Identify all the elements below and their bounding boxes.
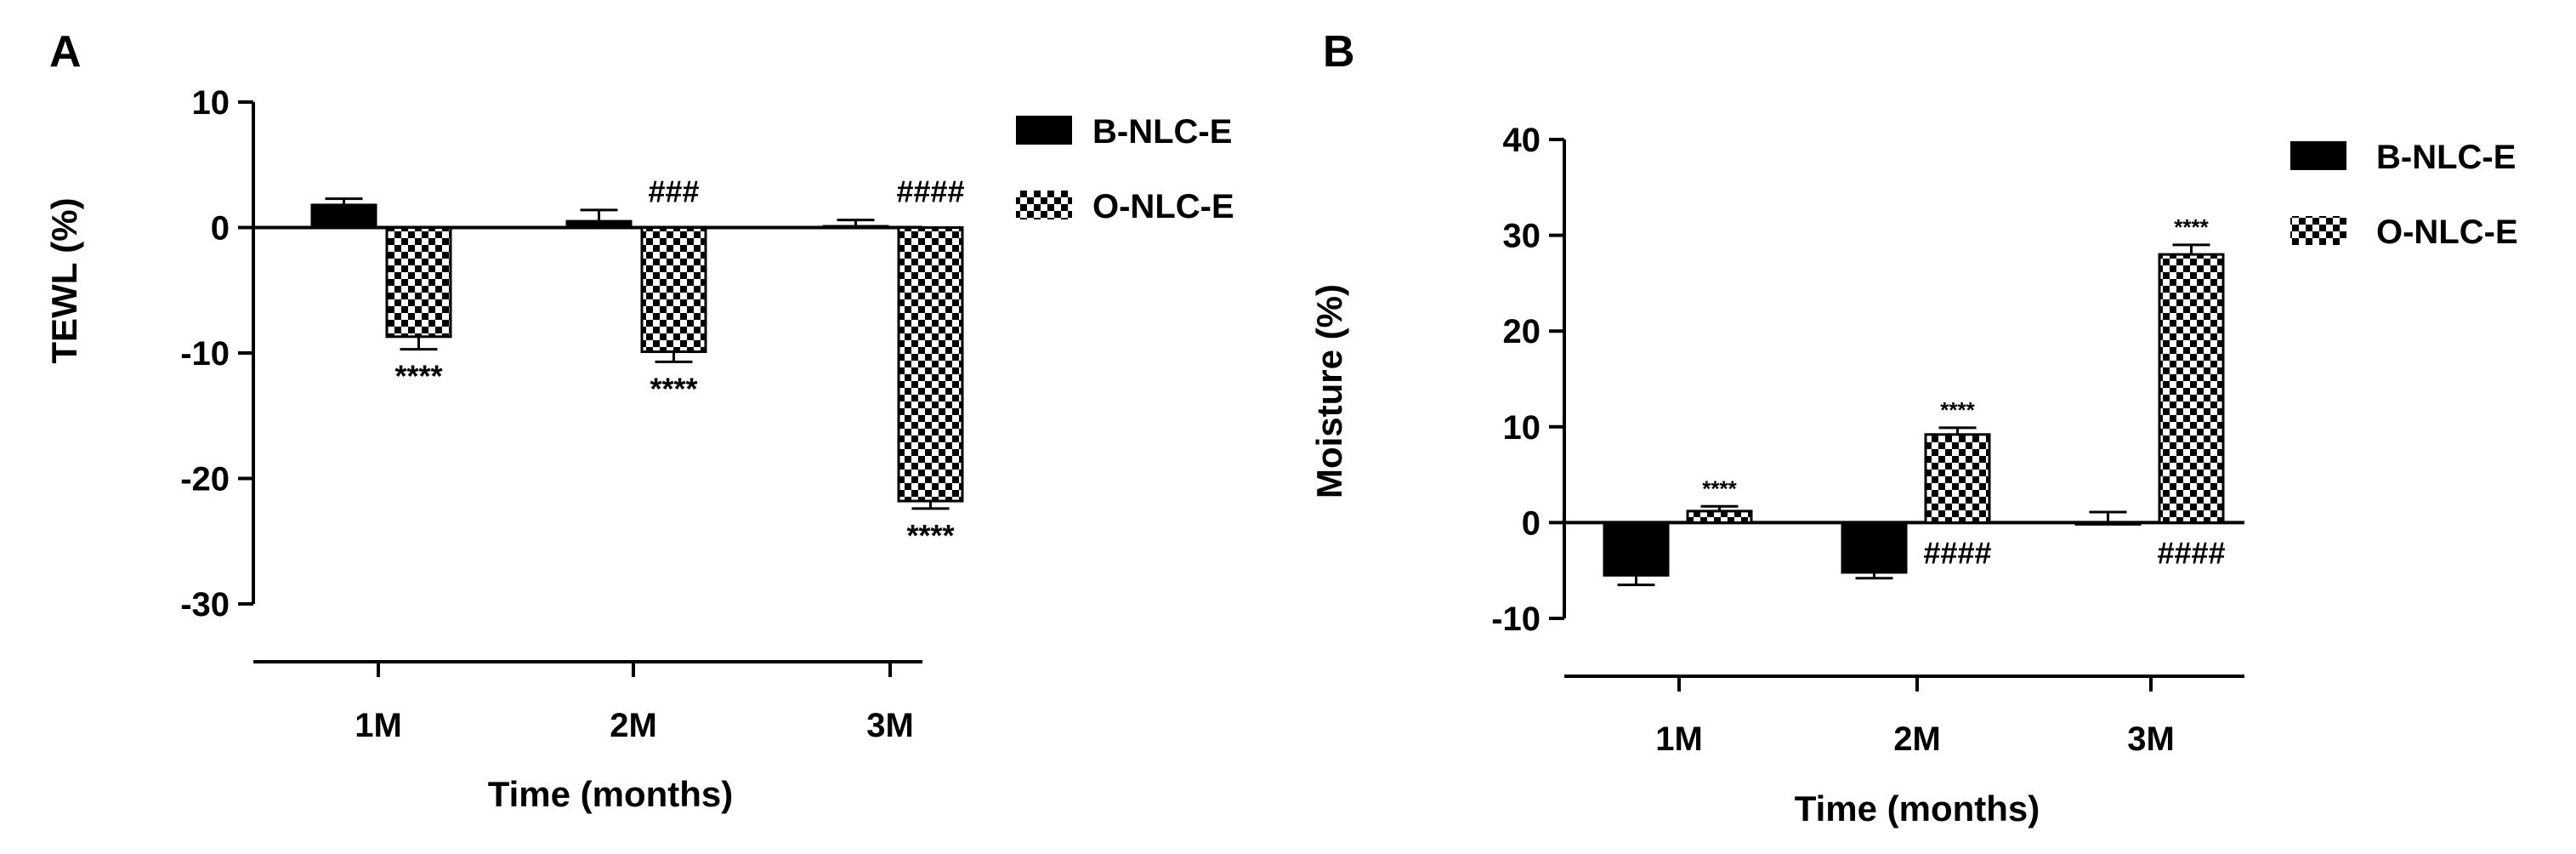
y-tick-label: -20 bbox=[180, 461, 230, 498]
legend-label-b-o-nlc-e: O-NLC-E bbox=[2376, 214, 2518, 251]
panel-letter-b: B bbox=[1323, 27, 1355, 77]
bar bbox=[640, 226, 707, 354]
x-tick-label: 3M bbox=[866, 707, 914, 744]
bar bbox=[2158, 253, 2225, 524]
bar bbox=[897, 226, 964, 503]
legend-label-o-nlc-e: O-NLC-E bbox=[1092, 188, 1234, 225]
x-tick-label: 1M bbox=[1655, 720, 1703, 758]
bar bbox=[310, 203, 377, 229]
significance-stars: **** bbox=[2174, 214, 2209, 240]
y-tick-label: -10 bbox=[180, 335, 230, 373]
legend-label-b-nlc-e: B-NLC-E bbox=[1092, 113, 1232, 151]
significance-hashes: #### bbox=[2157, 535, 2225, 570]
significance-stars: **** bbox=[650, 371, 697, 406]
y-tick-label: 30 bbox=[1503, 218, 1541, 255]
y-tick-label: -10 bbox=[1491, 601, 1540, 638]
significance-stars: **** bbox=[1940, 397, 1975, 423]
x-tick-label: 3M bbox=[2127, 720, 2175, 758]
y-axis-title-a: TEWL (%) bbox=[44, 197, 84, 363]
bar bbox=[1841, 521, 1908, 574]
x-tick-label: 1M bbox=[355, 707, 402, 744]
legend-swatch-b-nlc-e bbox=[1016, 116, 1072, 145]
significance-hashes: #### bbox=[896, 174, 964, 209]
legend-label-b-nlc-e: B-NLC-E bbox=[2376, 139, 2516, 176]
bar bbox=[822, 225, 889, 230]
significance-stars: **** bbox=[1702, 475, 1737, 501]
panel-b: B -10 0 10 20 30 40 1M 2M 3M **** **** **** #### ####… bbox=[1309, 27, 2518, 828]
legend-swatch-o-nlc-e bbox=[2290, 216, 2346, 245]
y-tick-label: 0 bbox=[1522, 504, 1540, 542]
significance-stars: **** bbox=[906, 518, 954, 553]
bar bbox=[385, 226, 452, 339]
y-tick-label: 40 bbox=[1503, 122, 1541, 159]
bar bbox=[565, 219, 633, 229]
y-tick-label: 10 bbox=[1503, 409, 1541, 447]
panel-letter-a: A bbox=[49, 27, 82, 77]
legend-swatch-o-nlc-e bbox=[1016, 191, 1072, 219]
y-tick-label: 10 bbox=[192, 84, 230, 122]
x-tick-label: 2M bbox=[1893, 720, 1941, 758]
y-tick-label: 20 bbox=[1503, 313, 1541, 350]
x-tick-label: 2M bbox=[610, 707, 657, 744]
y-tick-label: 0 bbox=[211, 210, 230, 248]
y-tick-label: -30 bbox=[180, 586, 230, 623]
bar bbox=[1603, 521, 1670, 577]
legend-a: B-NLC-E O-NLC-E bbox=[1016, 113, 1234, 225]
x-axis-title-a: Time (months) bbox=[488, 774, 734, 814]
panel-b-plot: -10 0 10 20 30 40 1M 2M 3M **** **** **** #### #### bbox=[1491, 122, 2244, 758]
legend-b: B-NLC-E O-NLC-E bbox=[2290, 139, 2518, 251]
y-axis-title-b: Moisture (%) bbox=[1309, 284, 1349, 498]
bar bbox=[2074, 521, 2142, 526]
legend-swatch-b-nlc-e bbox=[2290, 141, 2346, 170]
significance-hashes: #### bbox=[1923, 535, 1991, 570]
significance-stars: **** bbox=[394, 359, 442, 394]
bar bbox=[1924, 433, 1991, 524]
x-axis-title-b: Time (months) bbox=[1795, 789, 2040, 828]
bar bbox=[1686, 510, 1753, 524]
significance-hashes: ### bbox=[648, 174, 699, 209]
